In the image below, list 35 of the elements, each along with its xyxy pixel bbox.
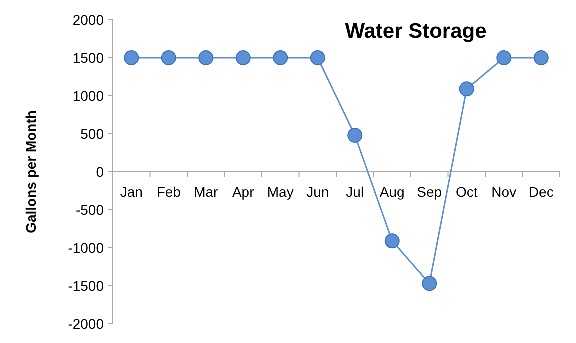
point [236,50,251,66]
point [124,50,140,66]
x-tick-label: Feb [156,184,182,200]
y-tick-label: 1500 [72,50,104,66]
point [273,50,288,66]
point [422,276,438,292]
y-axis-title: Gallons per Month [23,110,39,234]
x-tick-label: Sep [417,184,442,200]
point [384,234,400,249]
y-tick-label: 1000 [72,88,104,104]
x-tick-label: Oct [456,184,478,200]
x-tick-label: Mar [194,184,219,200]
point [534,50,549,66]
y-tick-label: -2000 [68,316,104,332]
y-tick-label: -1000 [68,240,104,256]
point [198,50,214,66]
x-tick-label: Jul [346,184,364,200]
y-tick-label: -500 [76,202,104,218]
x-tick-label: Jun [306,184,330,200]
point [348,128,363,144]
point [161,50,176,66]
point [310,50,326,66]
y-tick-label: 500 [80,126,104,142]
y-tick-label: -1500 [68,278,104,294]
x-tick-label: May [267,184,294,200]
x-tick-label: Apr [232,184,255,200]
point [459,82,474,97]
y-tick-label: 0 [96,164,104,180]
chart-title: Water Storage [345,20,487,43]
y-tick-label: 2000 [72,12,104,28]
x-tick-label: Aug [380,184,405,200]
x-tick-label: Dec [528,184,554,200]
point [496,50,512,66]
x-tick-label: Nov [492,184,517,200]
x-tick-label: Jan [120,184,143,200]
